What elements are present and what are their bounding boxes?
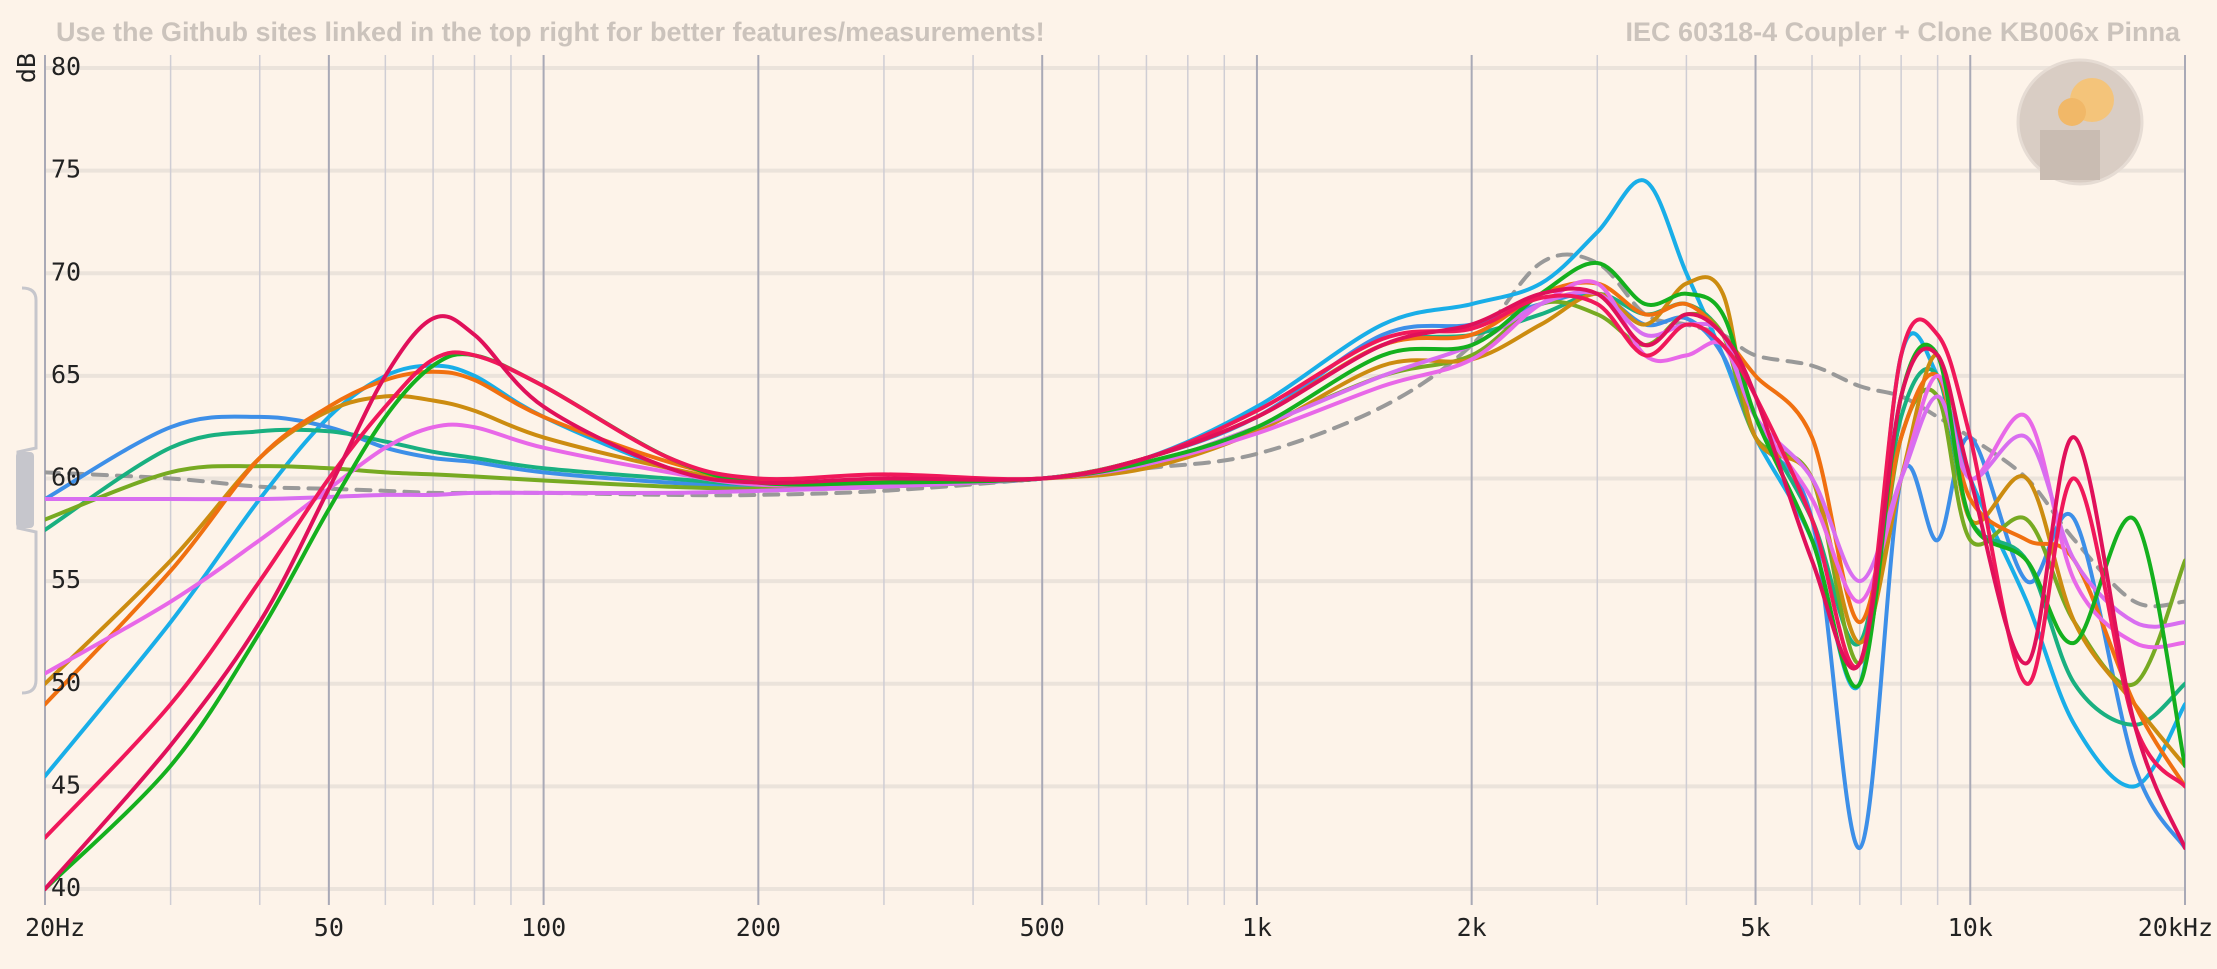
plot-area	[45, 178, 2185, 891]
series-line	[45, 260, 2185, 891]
y-tick-label: 45	[51, 770, 81, 799]
chart-title: Use the Github sites linked in the top r…	[56, 17, 1045, 47]
grid	[44, 55, 2186, 905]
x-tick-label: 20Hz	[25, 913, 85, 942]
y-tick-label: 75	[51, 155, 81, 184]
x-tick-label: 100	[521, 913, 566, 942]
x-tick-label: 1k	[1242, 913, 1272, 942]
chart-subtitle: IEC 60318-4 Coupler + Clone KB006x Pinna	[1626, 17, 2181, 47]
series-line	[45, 178, 2185, 789]
y-tick-label: 55	[51, 565, 81, 594]
series-line	[45, 293, 2185, 840]
logo	[2016, 58, 2144, 186]
x-tick-label: 50	[314, 913, 344, 942]
y-axis-label: dB	[12, 53, 41, 83]
series-line	[45, 290, 2185, 629]
y-tick-label: 80	[51, 52, 81, 81]
y-tick-label: 40	[51, 873, 81, 902]
series-line	[45, 299, 2185, 688]
series-line	[45, 286, 2185, 891]
series-line	[45, 275, 2185, 768]
series-line	[45, 280, 2185, 789]
x-tick-label: 5k	[1740, 913, 1770, 942]
x-tick-label: 20kHz	[2138, 913, 2213, 942]
x-tick-label: 10k	[1948, 913, 1993, 942]
x-tick-label: 200	[736, 913, 781, 942]
y-tick-label: 60	[51, 463, 81, 492]
y-tick-label: 65	[51, 360, 81, 389]
y-tick-label: 70	[51, 257, 81, 286]
x-tick-label: 2k	[1457, 913, 1487, 942]
y-tick-label: 50	[51, 668, 81, 697]
x-tick-label: 500	[1020, 913, 1065, 942]
labels: 40 45 50 55 60 65 70 75 80 20Hz 50 100 200 500 1k 2k 5k 1…	[25, 52, 2213, 942]
side-handle-grip	[16, 452, 34, 528]
